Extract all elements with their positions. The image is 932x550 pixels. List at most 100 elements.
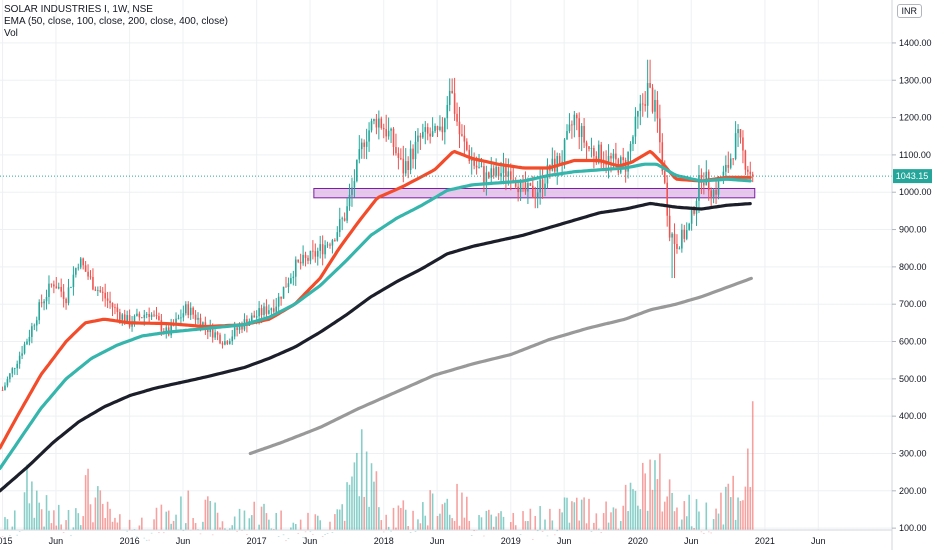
candle-body — [624, 160, 627, 172]
candle-body — [529, 183, 532, 186]
volume-bar — [541, 531, 544, 532]
volume-bar — [348, 484, 351, 530]
candle-body — [72, 274, 75, 288]
candle-body — [612, 153, 615, 159]
volume-bar — [539, 506, 541, 530]
candle-body — [441, 126, 444, 133]
volume-bar — [727, 483, 730, 530]
candle-body — [35, 320, 38, 326]
candle-body — [668, 215, 671, 238]
volume-bar — [605, 501, 607, 530]
time-axis[interactable]: 2015 Jun 2016 Jun 2017 Jun 2018 Jun 2019 Jun 2020 J… — [0, 529, 892, 546]
volume-bar — [488, 509, 490, 530]
candle-body — [404, 161, 407, 174]
candle-body — [737, 129, 739, 134]
candle-body — [11, 368, 14, 374]
candle-body — [216, 332, 219, 335]
volume-bar — [31, 481, 33, 530]
volume-bar — [690, 526, 693, 530]
y-tick-label: 600.00 — [899, 337, 927, 347]
volume-bar — [204, 499, 207, 530]
volume-bar — [126, 530, 128, 532]
volume-bar — [314, 514, 317, 530]
volume-bar — [253, 501, 256, 530]
volume-bar — [153, 519, 155, 530]
volume-bar — [309, 531, 312, 533]
volume-bar — [92, 522, 94, 530]
volume-bar — [649, 459, 651, 530]
candle-body — [698, 175, 700, 201]
ema-legend[interactable]: EMA (50, close, 100, close, 200, close, … — [4, 16, 229, 27]
candle-body — [77, 267, 80, 269]
candle-body — [673, 233, 676, 244]
candle-body — [285, 286, 287, 288]
candle-body — [272, 308, 275, 312]
candle-body — [250, 315, 253, 321]
candle-body — [475, 165, 478, 168]
candle-body — [214, 332, 216, 338]
candle-body — [392, 128, 395, 147]
candle-body — [641, 103, 644, 105]
volume-bar — [89, 504, 92, 530]
x-tick-label: 2017 — [247, 536, 267, 546]
candle-body — [659, 118, 661, 143]
candle-body — [500, 173, 502, 177]
vol-legend[interactable]: Vol — [4, 28, 18, 39]
support-zone[interactable] — [313, 187, 756, 199]
currency-badge[interactable]: INR — [896, 4, 922, 18]
candle-body — [734, 133, 737, 159]
candle-body — [353, 181, 356, 188]
volume-bar — [422, 502, 424, 530]
candle-body — [468, 149, 471, 162]
ema-lines — [0, 149, 753, 493]
candle-body — [446, 104, 449, 119]
volume-bar — [370, 463, 373, 530]
candle-body — [422, 131, 424, 138]
candle-body — [141, 317, 143, 319]
volume-bar — [490, 514, 493, 530]
volume-bar — [575, 497, 578, 530]
candle-body — [133, 315, 136, 324]
candle-body — [715, 189, 717, 195]
candle-body — [23, 344, 26, 354]
candle-body — [597, 144, 600, 163]
candle-body — [287, 283, 290, 287]
candle-body — [556, 156, 559, 172]
candle-body — [688, 223, 690, 231]
symbol-title[interactable]: SOLAR INDUSTRIES I, 1W, NSE — [4, 4, 153, 15]
volume-bar — [11, 526, 14, 530]
volume-bar — [351, 476, 353, 530]
candle-body — [136, 313, 138, 316]
candle-body — [292, 276, 295, 279]
volume-bar — [324, 534, 326, 535]
candle-body — [277, 296, 280, 307]
candle-body — [101, 291, 104, 293]
volume-bar — [373, 481, 375, 530]
candle-body — [365, 141, 368, 147]
candle-body — [637, 111, 639, 117]
volume-bar — [734, 519, 737, 530]
candle-body — [395, 146, 397, 154]
candle-body — [480, 166, 483, 168]
volume-bar — [597, 528, 600, 530]
candle-body — [165, 327, 168, 333]
candle-body — [268, 310, 270, 314]
volume-bar — [180, 496, 182, 530]
candle-body — [299, 261, 302, 264]
candle-body — [566, 131, 568, 140]
candle-body — [661, 142, 664, 172]
candle-body — [485, 172, 488, 183]
candle-body — [270, 308, 273, 311]
volume-bar — [307, 512, 309, 530]
candle-body — [571, 124, 573, 126]
volume-bar — [722, 524, 725, 530]
volume-bar — [409, 532, 412, 533]
candle-body — [622, 157, 625, 161]
candle-body — [541, 179, 544, 189]
candle-body — [654, 99, 656, 112]
candle-body — [336, 232, 339, 241]
candle-body — [324, 245, 326, 255]
volume-bar — [571, 501, 573, 530]
price-axis[interactable]: 1400.00 1300.00 1200.00 1100.00 1000.00 900.0… — [891, 0, 932, 550]
